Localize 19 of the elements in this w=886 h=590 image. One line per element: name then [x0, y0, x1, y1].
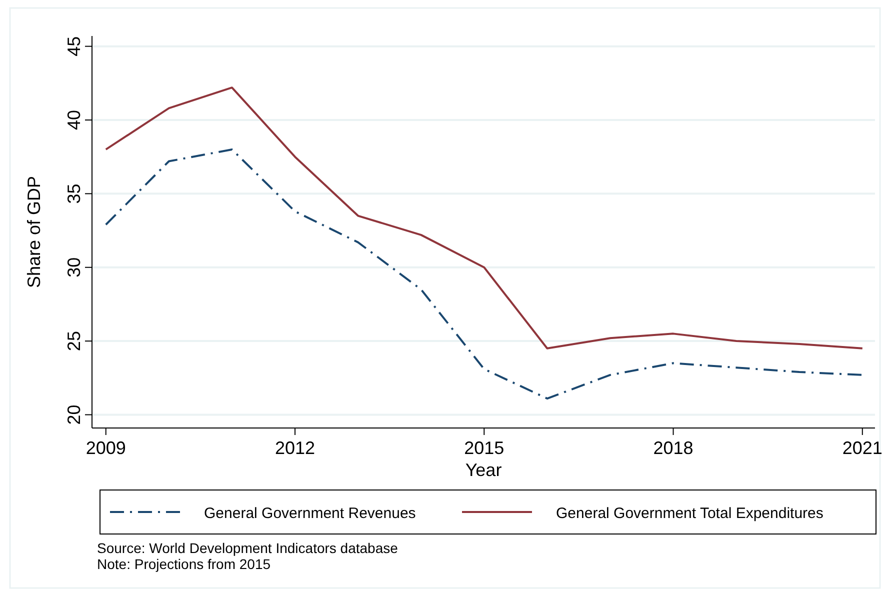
x-tick-label: 2012: [274, 438, 316, 458]
y-tick-label: 35: [64, 184, 84, 204]
x-tick-label: 2015: [464, 438, 504, 458]
y-tick-label: 40: [64, 110, 84, 130]
line-series: [104, 148, 864, 400]
y-axis-title: Share of GDP: [24, 176, 44, 288]
y-tick-label: 30: [64, 257, 84, 278]
y-tick-label: 25: [64, 331, 84, 352]
line-series: [104, 86, 864, 350]
y-tick-label: 20: [64, 404, 84, 425]
source-note: Source: World Development Indicators database: [97, 540, 398, 556]
x-tick-label: 2018: [653, 438, 694, 458]
y-tick-label: 45: [64, 36, 84, 56]
legend-label: General Government Total Expenditures: [556, 505, 824, 522]
x-tick-label: 2021: [842, 438, 882, 458]
x-axis-title: Year: [465, 460, 502, 480]
text: Note: Projections from 2015: [97, 556, 271, 572]
x-tick-label: 2009: [86, 438, 126, 458]
legend-label: General Government Revenues: [204, 505, 416, 522]
